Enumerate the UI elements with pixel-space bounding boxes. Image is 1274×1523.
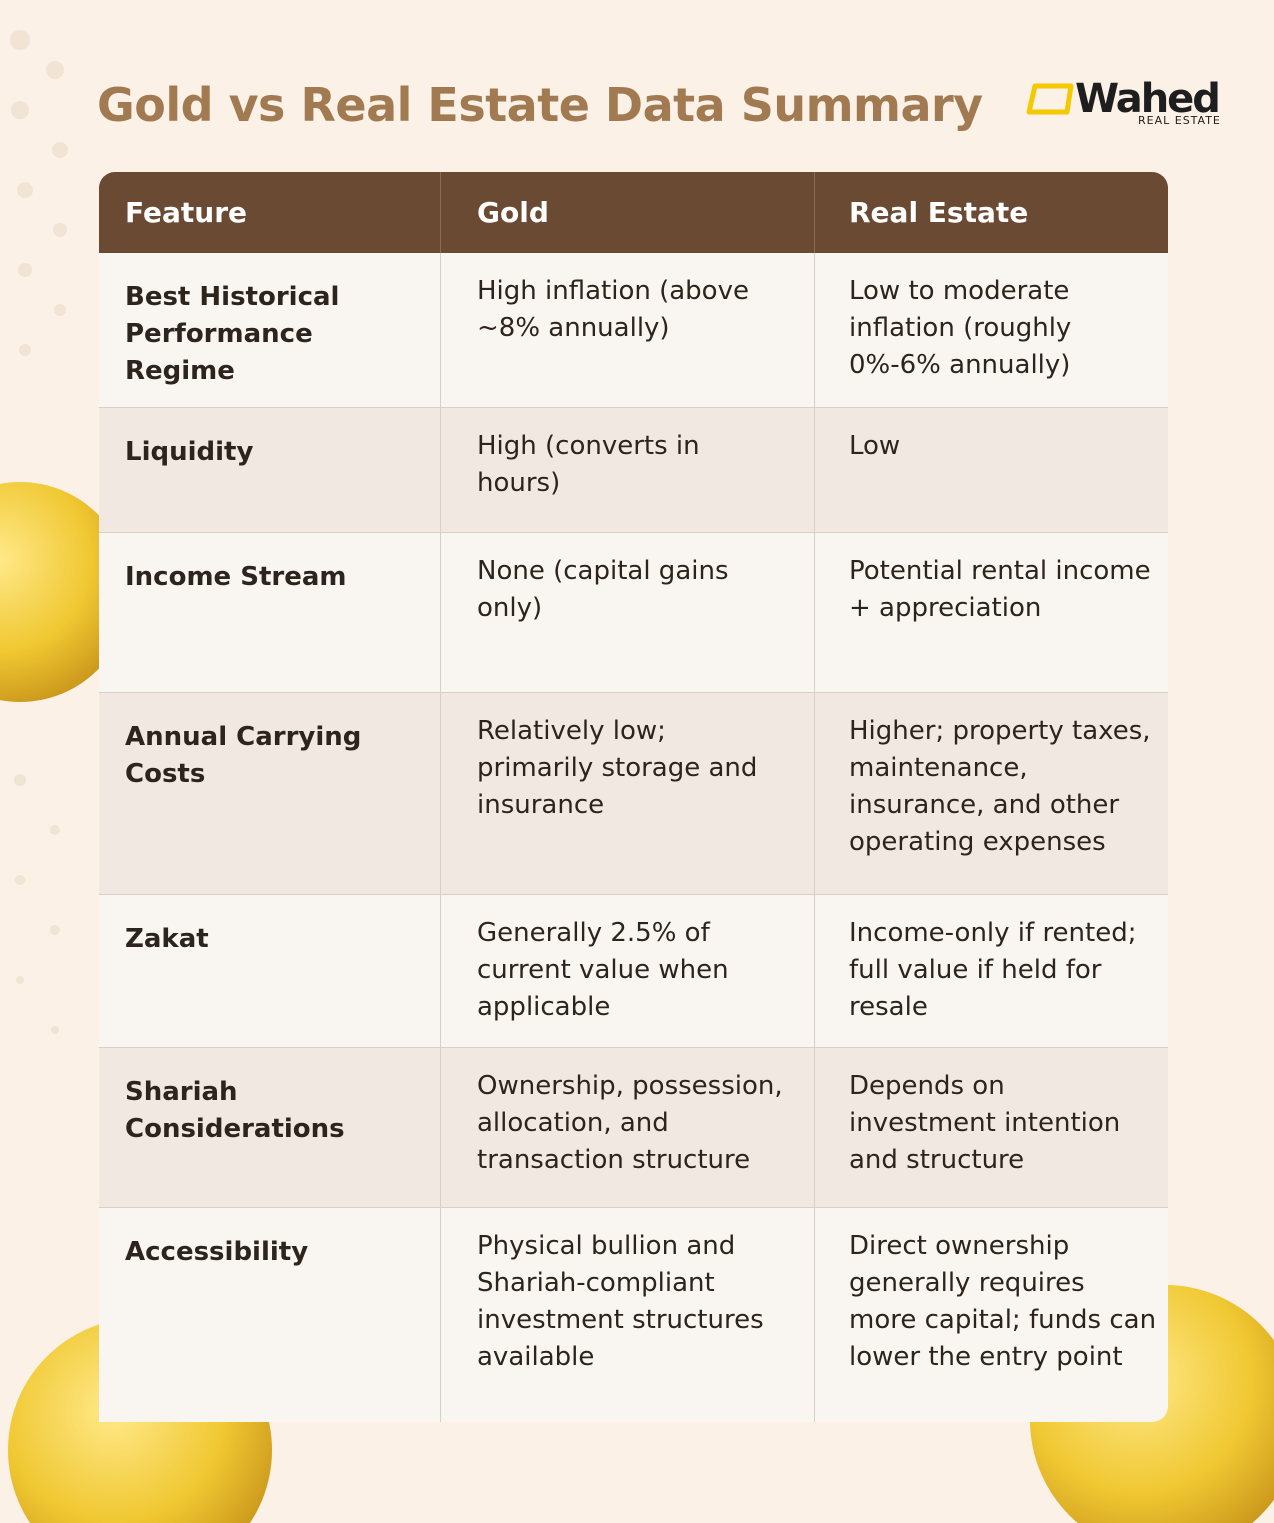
feature-cell: Best Historical Performance Regime [99, 253, 441, 407]
value-cell: High (converts in hours) [441, 408, 815, 532]
coin [0, 482, 130, 702]
feature-cell: Income Stream [99, 533, 441, 692]
feature-cell: Accessibility [99, 1208, 441, 1422]
value-cell: Depends on investment intention and stru… [849, 1071, 1121, 1175]
logo-mark [1026, 83, 1074, 115]
value-cell: Ownership, possession, allocation, and t… [441, 1048, 815, 1207]
value-cell: Higher; property taxes, maintenance, ins… [849, 716, 1151, 857]
table-row: Income Stream None (capital gains only) Po… [99, 533, 1168, 693]
value-cell: Direct ownership generally requires more… [849, 1231, 1157, 1372]
value-cell: Potential rental income + appreciation [849, 556, 1151, 623]
logo: Wahed REAL ESTATE [1025, 76, 1225, 136]
value-cell: Generally 2.5% of current value when app… [441, 895, 815, 1047]
header-row: Feature Gold Real Estate [99, 172, 1168, 253]
table: Feature Gold Real Estate Best Historical Pe… [99, 172, 1168, 1422]
feature-cell: Shariah Considerations [99, 1048, 441, 1207]
feature-cell: Zakat [99, 895, 441, 1047]
value-cell: Income-only if rented; full value if hel… [849, 918, 1137, 1022]
value-cell: Low [849, 431, 901, 461]
table-row: Shariah Considerations Ownership, possess… [99, 1048, 1168, 1208]
table-row: Zakat Generally 2.5% of current value whe… [99, 895, 1168, 1048]
value-cell: Low to moderate inflation (roughly 0%-6%… [849, 276, 1072, 380]
feature-cell: Liquidity [99, 408, 441, 532]
column-header: Gold [441, 172, 815, 253]
column-header: Feature [99, 172, 441, 253]
logo-subtext: REAL ESTATE [1138, 114, 1221, 127]
value-cell: None (capital gains only) [441, 533, 815, 692]
feature-cell: Annual Carrying Costs [99, 693, 441, 894]
table-row: Liquidity High (converts in hours) Low [99, 408, 1168, 533]
value-cell: Relatively low; primarily storage and in… [441, 693, 815, 894]
logo-text: Wahed [1075, 76, 1221, 122]
table-row: Accessibility Physical bullion and Sharia… [99, 1208, 1168, 1422]
table-row: Annual Carrying Costs Relatively low; pri… [99, 693, 1168, 895]
table-row: Best Historical Performance Regime High i… [99, 253, 1168, 408]
value-cell: Physical bullion and Shariah-compliant i… [441, 1208, 815, 1422]
title: Gold vs Real Estate Data Summary [97, 78, 983, 132]
value-cell: High inflation (above ~8% annually) [441, 253, 815, 407]
column-header: Real Estate [849, 196, 1029, 229]
